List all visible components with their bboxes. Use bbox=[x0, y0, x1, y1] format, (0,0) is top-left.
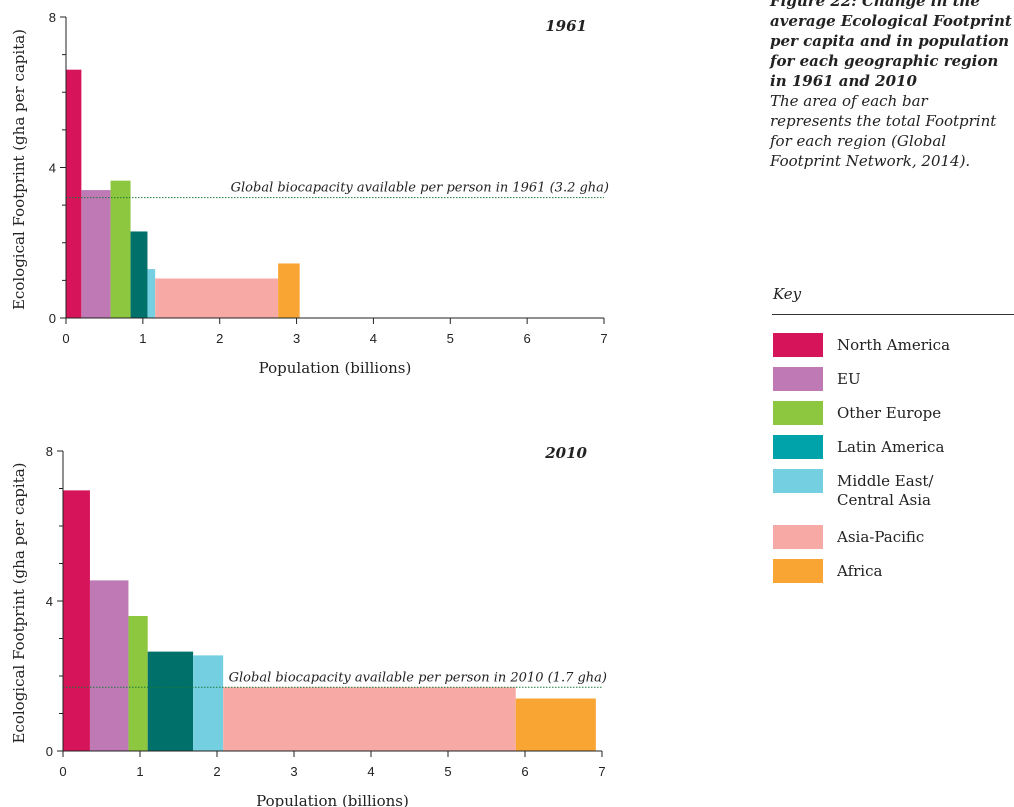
y-tick-label: 8 bbox=[46, 444, 53, 459]
legend-divider bbox=[772, 314, 1014, 315]
y-axis-label: Ecological Footprint (gha per capita) bbox=[10, 462, 28, 743]
x-tick-label: 0 bbox=[59, 764, 66, 779]
x-tick-label: 4 bbox=[370, 331, 377, 346]
x-tick-label: 4 bbox=[367, 764, 374, 779]
x-tick-label: 6 bbox=[524, 331, 531, 346]
legend-item-asia-pacific: Asia-Pacific bbox=[773, 525, 1013, 559]
legend-item-north-america: North America bbox=[773, 333, 1013, 367]
figure-caption: Figure 22: Change in the average Ecologi… bbox=[770, 0, 1014, 171]
biocapacity-label: Global biocapacity available per person … bbox=[231, 181, 609, 196]
legend-label: North America bbox=[837, 336, 951, 354]
x-tick-label: 7 bbox=[600, 331, 607, 346]
legend-item-latin-america: Latin America bbox=[773, 435, 1013, 469]
legend-label: Middle East/ Central Asia bbox=[837, 472, 934, 509]
legend-swatch bbox=[773, 333, 823, 357]
x-tick-label: 2 bbox=[216, 331, 223, 346]
bar-asia-pacific bbox=[155, 278, 279, 318]
biocapacity-label: Global biocapacity available per person … bbox=[229, 670, 607, 685]
bar-middle-east-central-asia bbox=[147, 269, 156, 318]
x-tick-label: 1 bbox=[136, 764, 143, 779]
legend-item-africa: Africa bbox=[773, 559, 1013, 593]
legend-swatch bbox=[773, 525, 823, 549]
chart-title: 1961 bbox=[545, 17, 587, 35]
bar-middle-east-central-asia bbox=[193, 655, 224, 751]
caption-body: The area of each bar represents the tota… bbox=[770, 92, 997, 170]
x-tick-label: 3 bbox=[293, 331, 300, 346]
caption-title: Figure 22: Change in the average Ecologi… bbox=[770, 0, 1012, 90]
bar-africa bbox=[278, 263, 300, 318]
legend-item-other-europe: Other Europe bbox=[773, 401, 1013, 435]
legend-item-eu: EU bbox=[773, 367, 1013, 401]
legend-swatch bbox=[773, 469, 823, 493]
x-tick-label: 0 bbox=[62, 331, 69, 346]
legend-label: Africa bbox=[837, 562, 883, 580]
x-tick-label: 7 bbox=[598, 764, 605, 779]
x-tick-label: 6 bbox=[521, 764, 528, 779]
x-axis-label: Population (billions) bbox=[259, 359, 412, 377]
legend-label: EU bbox=[837, 370, 861, 388]
legend-label: Asia-Pacific bbox=[837, 528, 925, 546]
legend-swatch bbox=[773, 435, 823, 459]
bar-eu bbox=[89, 580, 129, 751]
legend-item-middle-east: Middle East/ Central Asia bbox=[773, 469, 1013, 525]
bar-north-america bbox=[66, 69, 82, 318]
y-tick-label: 8 bbox=[49, 10, 56, 25]
x-tick-label: 2 bbox=[213, 764, 220, 779]
legend-swatch bbox=[773, 367, 823, 391]
x-tick-label: 1 bbox=[139, 331, 146, 346]
legend-swatch bbox=[773, 559, 823, 583]
bar-other-europe bbox=[110, 180, 131, 318]
chart-title: 2010 bbox=[544, 444, 587, 462]
legend-label: Latin America bbox=[837, 438, 945, 456]
y-tick-label: 0 bbox=[46, 744, 53, 759]
x-axis-label: Population (billions) bbox=[256, 792, 409, 807]
legend-title: Key bbox=[773, 285, 802, 303]
legend-label: Other Europe bbox=[837, 404, 942, 422]
y-tick-label: 4 bbox=[46, 594, 53, 609]
y-tick-label: 4 bbox=[49, 161, 56, 176]
bar-eu bbox=[81, 190, 111, 318]
bar-other-europe bbox=[128, 616, 148, 751]
bar-asia-pacific bbox=[223, 687, 516, 751]
x-tick-label: 3 bbox=[290, 764, 297, 779]
x-tick-label: 5 bbox=[447, 331, 454, 346]
legend-swatch bbox=[773, 401, 823, 425]
bar-africa bbox=[515, 698, 596, 751]
y-axis-label: Ecological Footprint (gha per capita) bbox=[10, 29, 28, 310]
legend: North America EU Other Europe Latin Amer… bbox=[773, 333, 1013, 593]
y-tick-label: 0 bbox=[49, 311, 56, 326]
x-tick-label: 5 bbox=[444, 764, 451, 779]
bar-north-america bbox=[63, 490, 90, 751]
bar-latin-america bbox=[147, 651, 194, 751]
bar-latin-america bbox=[130, 231, 148, 318]
